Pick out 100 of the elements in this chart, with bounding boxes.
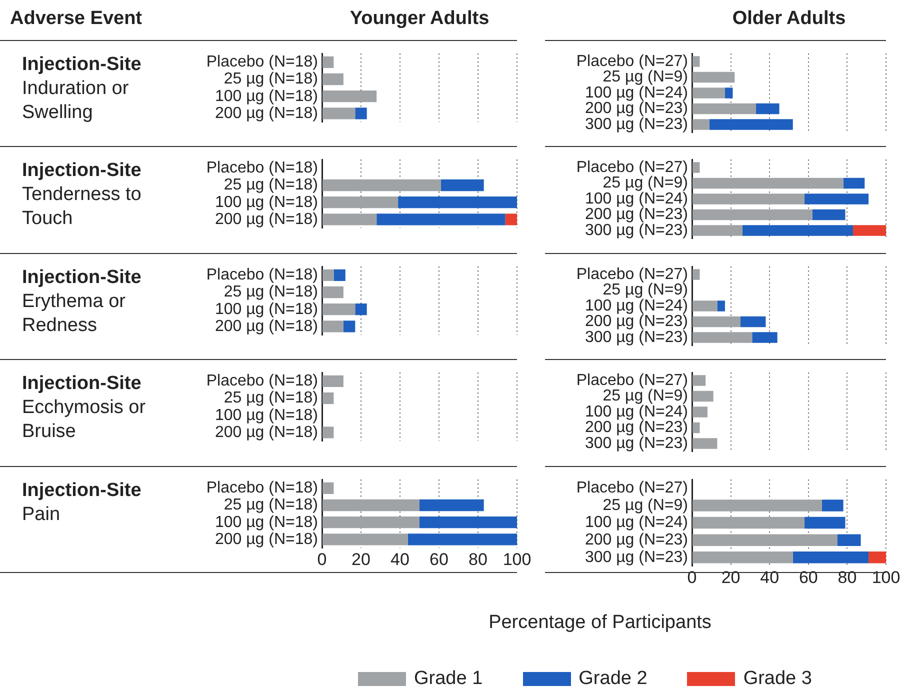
bar: [334, 269, 346, 281]
bar: [756, 103, 780, 114]
bar: [692, 406, 708, 418]
bar: [792, 551, 869, 563]
bar: [717, 300, 725, 312]
y-tick-label: 200 µg (N=23): [584, 100, 688, 118]
bar: [843, 178, 865, 189]
x-tick-label: 80: [468, 549, 488, 568]
bar: [709, 119, 793, 130]
bar: [322, 73, 344, 86]
y-tick-label: 25 µg (N=9): [602, 281, 688, 298]
x-tick-label: 40: [390, 549, 410, 568]
bar: [692, 119, 710, 130]
bar: [322, 196, 398, 209]
y-tick-label: 100 µg (N=18): [214, 406, 318, 424]
bar: [322, 269, 334, 281]
y-tick-label: 25 µg (N=18): [224, 390, 318, 407]
y-tick-label: 200 µg (N=18): [214, 211, 318, 228]
y-tick-label: 200 µg (N=18): [214, 424, 318, 442]
y-tick-label: Placebo (N=27): [576, 52, 688, 70]
bar: [742, 226, 854, 236]
y-tick-label: 100 µg (N=18): [214, 513, 318, 530]
y-tick-label: 25 µg (N=9): [602, 68, 688, 86]
bar: [376, 214, 506, 226]
bar: [740, 316, 766, 327]
x-tick-label: 100: [502, 549, 532, 568]
bar: [838, 534, 861, 546]
bar: [322, 482, 334, 494]
x-tick-label: 20: [352, 549, 370, 568]
bar: [692, 72, 735, 83]
y-axis-title: Injection-Site Induration or Swelling: [22, 54, 142, 123]
y-axis-title: Injection-Site Tenderness to Touch: [22, 160, 142, 230]
bar: [692, 88, 725, 98]
bar: [322, 533, 408, 545]
y-tick-label: Placebo (N=27): [576, 159, 688, 176]
y-tick-label: 300 µg (N=23): [584, 435, 688, 452]
bar: [853, 226, 886, 236]
y-axis-title: Injection-Site Pain: [22, 480, 142, 525]
bar: [692, 162, 700, 174]
bar: [692, 226, 742, 236]
bar: [692, 316, 740, 327]
bar: [408, 533, 517, 545]
y-tick-label: 100 µg (N=24): [584, 404, 688, 421]
bar: [724, 88, 733, 98]
x-tick-label: 60: [430, 549, 448, 568]
chart-title: Younger Adults: [348, 8, 490, 30]
y-tick-label: 100 µg (N=18): [214, 88, 318, 105]
y-tick-label: 25 µg (N=9): [602, 175, 688, 192]
bar: [692, 103, 756, 114]
y-tick-label: 25 µg (N=9): [602, 388, 688, 405]
bar: [322, 499, 420, 511]
bar: [505, 214, 517, 226]
bar: [322, 214, 377, 226]
y-tick-label: 25 µg (N=18): [224, 70, 318, 88]
bar: [752, 332, 778, 343]
y-tick-label: 200 µg (N=23): [584, 419, 688, 436]
chart-title: Older Adults: [731, 8, 847, 30]
y-tick-label: 200 µg (N=18): [214, 318, 318, 335]
bar: [804, 516, 846, 528]
bar: [355, 303, 367, 315]
x-tick-label: 100: [872, 567, 900, 586]
bar: [692, 194, 805, 205]
y-tick-label: Placebo (N=18): [206, 266, 318, 284]
y-tick-label: 200 µg (N=23): [584, 206, 688, 224]
bar: [692, 499, 822, 511]
y-tick-label: Placebo (N=27): [576, 266, 688, 283]
bar: [322, 56, 334, 68]
bar: [420, 516, 517, 528]
bar: [692, 56, 700, 67]
y-tick-label: 100 µg (N=24): [584, 190, 688, 208]
y-tick-label: Placebo (N=18): [206, 372, 318, 390]
bar: [322, 180, 441, 192]
y-axis-title: Injection-Site Erythema or Redness: [22, 266, 142, 336]
bar: [322, 320, 344, 332]
y-tick-label: Placebo (N=18): [206, 479, 318, 496]
bar: [440, 180, 484, 192]
x-tick-label: 0: [317, 549, 327, 568]
x-axis-title: Percentage of Participants: [488, 612, 712, 634]
bar: [692, 210, 812, 221]
bar: [322, 90, 377, 102]
bar: [322, 286, 344, 298]
bar: [692, 551, 793, 563]
bar: [868, 551, 886, 563]
y-tick-label: 25 µg (N=18): [224, 177, 318, 194]
y-tick-label: 100 µg (N=18): [214, 194, 318, 212]
bar: [812, 210, 846, 221]
bar: [804, 194, 869, 205]
y-tick-label: 100 µg (N=24): [584, 297, 688, 314]
bar: [692, 422, 700, 434]
bar: [692, 438, 718, 450]
legend-label: Grade 2: [578, 668, 648, 689]
y-tick-label: 300 µg (N=23): [584, 116, 688, 133]
y-tick-label: 25 µg (N=18): [224, 283, 318, 300]
y-tick-label: 300 µg (N=23): [584, 548, 688, 566]
y-tick-label: Placebo (N=18): [206, 160, 318, 177]
y-tick-label: 300 µg (N=23): [584, 222, 688, 240]
legend-label: Grade 3: [743, 668, 812, 689]
y-tick-label: 300 µg (N=23): [584, 328, 688, 346]
bar: [692, 178, 844, 189]
bar: [420, 499, 484, 511]
